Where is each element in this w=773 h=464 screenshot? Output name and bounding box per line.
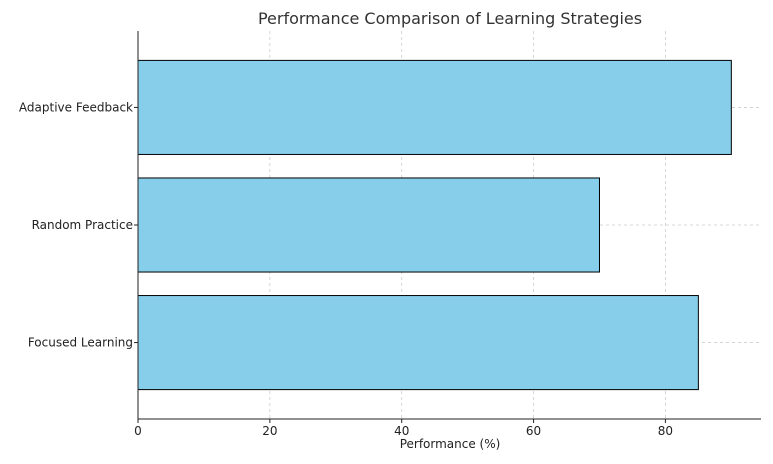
y-tick-label: Random Practice bbox=[32, 218, 133, 232]
bar bbox=[137, 59, 732, 155]
bar bbox=[137, 295, 699, 391]
bars bbox=[137, 59, 732, 391]
x-axis-ticks: 0 20 40 60 80 bbox=[134, 419, 673, 438]
x-tick-label: 0 bbox=[134, 424, 142, 438]
chart-title: Performance Comparison of Learning Strat… bbox=[258, 9, 642, 28]
x-tick-label: 80 bbox=[658, 424, 673, 438]
x-tick-label: 40 bbox=[394, 424, 409, 438]
y-axis-ticks: Focused Learning Random Practice Adaptive … bbox=[19, 100, 138, 350]
bar bbox=[137, 177, 600, 273]
x-tick-label: 20 bbox=[262, 424, 277, 438]
x-tick-label: 60 bbox=[526, 424, 541, 438]
y-tick-label: Focused Learning bbox=[28, 336, 133, 350]
x-axis-label: Performance (%) bbox=[400, 437, 501, 451]
y-tick-label: Adaptive Feedback bbox=[19, 100, 133, 114]
